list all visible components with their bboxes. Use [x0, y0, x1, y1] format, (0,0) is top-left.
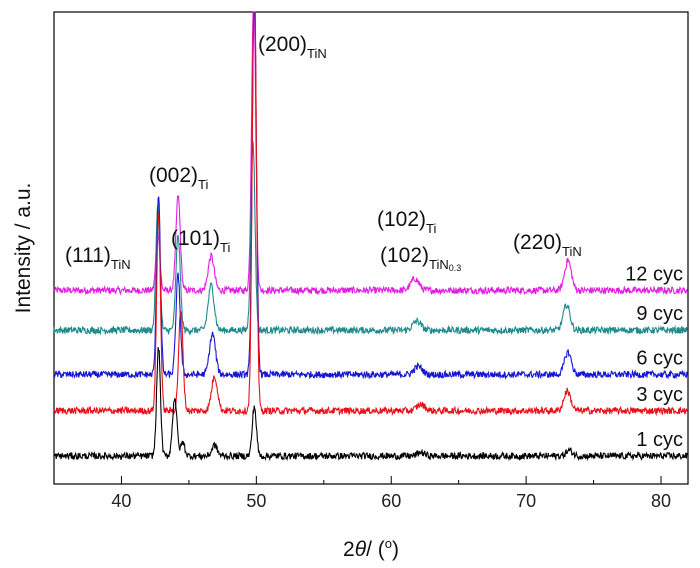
annotation-layer: 1 cyc 3 cyc 6 cyc 9 cyc 12 cyc (111)TiN (002)T…: [65, 33, 683, 451]
peak-label: (101)Ti: [171, 227, 230, 255]
peak-label: (002)Ti: [149, 164, 208, 192]
peak-label: (102)TiN0.3: [380, 244, 461, 273]
series-label: 1 cyc: [636, 429, 683, 451]
series-label: 9 cyc: [636, 303, 683, 325]
peak-label: (102)Ti: [377, 208, 436, 236]
x-axis-label: 2θ/ (o): [343, 536, 399, 561]
series-line-1-cyc: [53, 347, 688, 462]
x-tick-label: 80: [651, 491, 671, 511]
peak-label: (111)TiN: [65, 244, 131, 272]
series-label: 6 cyc: [636, 348, 683, 370]
series-line-6-cyc: [53, 11, 689, 380]
peak-label: (220)TiN: [513, 231, 582, 259]
x-tick-label: 50: [246, 491, 266, 511]
series-label: 12 cyc: [625, 263, 683, 285]
series-line-12-cyc: [53, 11, 689, 296]
x-tick-label: 40: [111, 491, 131, 511]
series-label: 3 cyc: [636, 384, 683, 406]
series-layer: [53, 11, 689, 462]
x-tick-label: 70: [516, 491, 536, 511]
x-axis-ticks: 40 50 60 70 80: [53, 476, 671, 511]
y-axis-label: Intensity / a.u.: [12, 183, 35, 314]
plot-frame: [53, 11, 689, 485]
series-line-3-cyc: [53, 11, 688, 417]
x-tick-label: 60: [381, 491, 401, 511]
peak-label: (200)TiN: [258, 33, 327, 61]
